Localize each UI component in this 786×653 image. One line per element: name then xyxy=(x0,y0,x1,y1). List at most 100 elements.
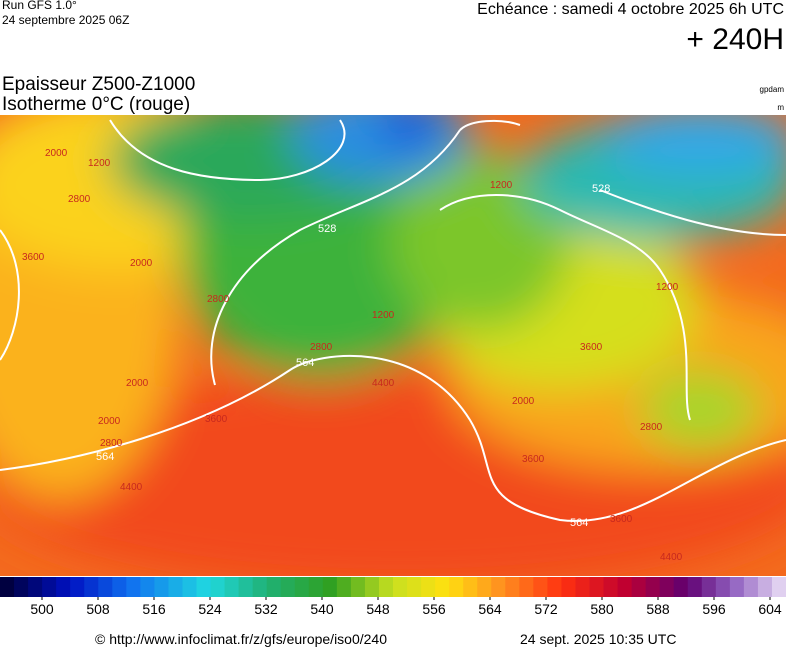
colorbar-swatch xyxy=(589,577,605,597)
contour-label: 3600 xyxy=(22,252,45,263)
colorbar-swatch xyxy=(182,577,197,597)
colorbar-swatch xyxy=(743,577,759,597)
colorbar-swatch xyxy=(463,577,478,597)
colorbar-swatch xyxy=(364,577,380,597)
colorbar-swatch xyxy=(407,577,422,597)
run-date: 24 septembre 2025 06Z xyxy=(2,13,129,27)
colorbar-swatch xyxy=(224,577,240,597)
colorbar-tick-label: 548 xyxy=(366,601,390,617)
contour-label: 564 xyxy=(296,357,314,369)
contour-label: 2800 xyxy=(100,438,123,449)
contour-label: 2000 xyxy=(126,378,149,389)
contour-label: 2000 xyxy=(45,148,68,159)
colorbar-swatch xyxy=(575,577,590,597)
colorbar-tick-label: 564 xyxy=(478,601,502,617)
colorbar-tick-label: 532 xyxy=(254,601,278,617)
colorbar-tick-label: 604 xyxy=(758,601,782,617)
colorbar-swatch xyxy=(70,577,85,597)
colorbar-swatch xyxy=(140,577,155,597)
colorbar-tick-label: 540 xyxy=(310,601,334,617)
colorbar-swatch xyxy=(729,577,745,597)
contour-label: 3600 xyxy=(522,454,545,465)
colorbar-swatch xyxy=(673,577,689,597)
contour-label: 528 xyxy=(592,183,610,195)
contour-label: 1200 xyxy=(656,282,679,293)
colorbar-swatch xyxy=(98,577,113,597)
contour-label: 564 xyxy=(570,517,588,529)
colorbar-tick-label: 588 xyxy=(646,601,670,617)
contour-label: 2000 xyxy=(98,416,121,427)
colorbar-swatch xyxy=(393,577,408,597)
colorbar-swatch xyxy=(757,577,773,597)
valid-time: Echéance : samedi 4 octobre 2025 6h UTC xyxy=(477,1,784,18)
contour-label: 3600 xyxy=(205,414,228,425)
colorbar-swatch xyxy=(603,577,619,597)
colorbar-tick-label: 524 xyxy=(198,601,222,617)
colorbar-tick-label: 556 xyxy=(422,601,446,617)
contour-label: 2800 xyxy=(207,294,230,305)
colorbar-swatch xyxy=(126,577,141,597)
generated-time: 24 sept. 2025 10:35 UTC xyxy=(520,631,676,647)
unit-thickness: gpdam xyxy=(760,85,785,94)
colorbar-swatch xyxy=(280,577,296,597)
contour-label: 2800 xyxy=(640,422,663,433)
colorbar-swatch xyxy=(449,577,464,597)
colorbar-swatch xyxy=(210,577,226,597)
colorbar-swatch xyxy=(421,577,436,597)
colorbar-swatch xyxy=(28,577,43,597)
contour-label: 528 xyxy=(318,223,336,235)
contour-label: 564 xyxy=(96,451,114,463)
colorbar-swatch xyxy=(84,577,99,597)
run-label: Run GFS 1.0° xyxy=(2,0,77,12)
colorbar-swatch xyxy=(533,577,548,597)
colorbar-swatch xyxy=(350,577,366,597)
colorbar-tick-label: 596 xyxy=(702,601,726,617)
colorbar-swatch xyxy=(56,577,71,597)
contour-label: 4400 xyxy=(660,552,683,563)
contour-label: 4400 xyxy=(372,378,395,389)
colorbar-swatch xyxy=(645,577,661,597)
contour-label: 3600 xyxy=(610,514,633,525)
colorbar: 500 508 516 524 532 540 548 556 564 572 580 588 596 6… xyxy=(0,577,786,617)
colorbar-swatch xyxy=(154,577,169,597)
lead-time: + 240H xyxy=(686,23,784,56)
colorbar-swatch xyxy=(0,577,15,597)
map-subtitle: Isotherme 0°C (rouge) xyxy=(2,94,190,115)
colorbar-tick-label: 508 xyxy=(86,601,110,617)
contour-label: 2800 xyxy=(68,194,91,205)
colorbar-swatch xyxy=(308,577,324,597)
source: © http://www.infoclimat.fr/z/gfs/europe/… xyxy=(95,631,387,647)
colorbar-swatch xyxy=(294,577,310,597)
colorbar-swatch xyxy=(112,577,127,597)
colorbar-swatch xyxy=(715,577,731,597)
colorbar-tick-label: 572 xyxy=(534,601,558,617)
colorbar-tick-label: 500 xyxy=(30,601,54,617)
colorbar-swatch xyxy=(477,577,492,597)
colorbar-swatch xyxy=(505,577,520,597)
contour-label: 2800 xyxy=(310,342,333,353)
contour-label: 2000 xyxy=(130,258,153,269)
contour-label: 2000 xyxy=(512,396,535,407)
colorbar-swatch xyxy=(687,577,703,597)
contour-label: 1200 xyxy=(372,310,395,321)
colorbar-swatch xyxy=(14,577,29,597)
colorbar-swatch xyxy=(771,577,786,597)
colorbar-swatch xyxy=(266,577,282,597)
colorbar-tick-label: 580 xyxy=(590,601,614,617)
colorbar-swatch xyxy=(561,577,576,597)
contour-label: 3600 xyxy=(580,342,603,353)
colorbar-swatch xyxy=(491,577,506,597)
colorbar-swatch xyxy=(659,577,675,597)
contour-label: 1200 xyxy=(88,158,111,169)
colorbar-swatch xyxy=(168,577,183,597)
colorbar-swatch xyxy=(196,577,212,597)
unit-iso: m xyxy=(777,103,784,112)
colorbar-swatch xyxy=(322,577,338,597)
colorbar-swatch xyxy=(378,577,394,597)
colorbar-swatch xyxy=(701,577,717,597)
colorbar-swatch xyxy=(435,577,450,597)
map-field xyxy=(0,115,786,576)
contour-labels: 2000 1200 2800 3600 2000 528 1200 2800 1… xyxy=(22,148,683,563)
colorbar-swatch xyxy=(519,577,534,597)
